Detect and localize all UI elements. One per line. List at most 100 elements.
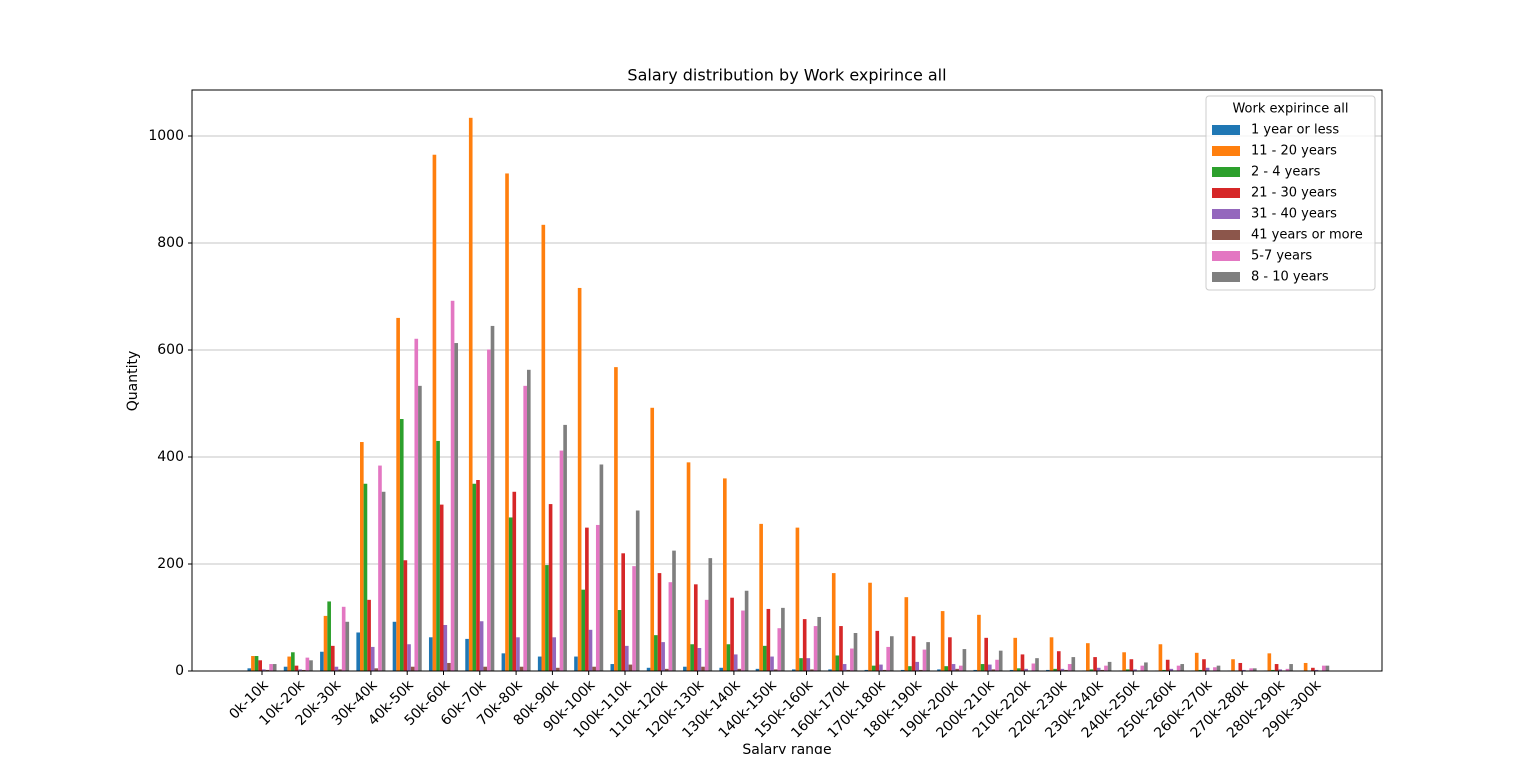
bar <box>418 385 422 671</box>
legend-label: 11 - 20 years <box>1251 144 1337 159</box>
bar <box>1311 667 1315 671</box>
bar <box>770 656 774 671</box>
bar <box>548 504 553 671</box>
bar <box>726 644 731 671</box>
bar <box>341 606 346 671</box>
bar <box>1194 652 1199 671</box>
bar <box>309 660 313 671</box>
bar <box>258 660 262 671</box>
bar <box>868 582 872 671</box>
bar <box>476 480 480 671</box>
legend-swatch <box>1212 251 1240 261</box>
bar <box>1013 637 1018 671</box>
bar <box>773 669 778 671</box>
bar <box>291 652 295 671</box>
legend-box <box>1205 95 1376 291</box>
bar <box>817 616 822 671</box>
bar <box>501 653 506 671</box>
bar <box>904 597 909 671</box>
bar <box>479 621 484 671</box>
bar <box>516 637 520 671</box>
bar <box>559 450 564 671</box>
bar <box>762 645 767 671</box>
bar <box>886 646 890 671</box>
bar <box>882 669 887 671</box>
bar <box>654 635 658 671</box>
bar <box>360 442 364 671</box>
y-tick-label: 1000 <box>148 128 184 144</box>
bar <box>1035 658 1039 671</box>
legend-swatch <box>1212 125 1240 135</box>
bar <box>610 664 615 671</box>
legend-label: 5-7 years <box>1251 249 1312 264</box>
bar <box>1129 659 1134 671</box>
bar <box>632 566 636 671</box>
bar <box>755 668 760 671</box>
legend-title: Work expirince all <box>1232 102 1348 117</box>
legend-swatch <box>1212 167 1240 177</box>
bar <box>428 637 433 671</box>
bar <box>581 589 586 671</box>
bar <box>381 491 386 671</box>
y-tick-label: 200 <box>157 556 184 572</box>
bar <box>345 621 350 671</box>
bar <box>991 669 996 671</box>
bar <box>1046 669 1050 671</box>
bar <box>574 656 578 671</box>
bar <box>378 465 382 671</box>
bar <box>374 668 379 671</box>
bar <box>301 669 306 671</box>
bar <box>320 651 324 671</box>
bar <box>1024 668 1028 671</box>
bar <box>356 632 361 671</box>
bar <box>1202 659 1206 671</box>
bar <box>487 349 491 671</box>
bar <box>443 624 448 671</box>
bar <box>766 608 771 671</box>
bar <box>846 669 851 671</box>
bar <box>595 524 600 671</box>
bar <box>1096 667 1101 671</box>
bar <box>940 611 945 671</box>
bar <box>1169 668 1174 671</box>
bar <box>791 669 796 671</box>
bar <box>962 649 967 671</box>
bar <box>407 644 411 671</box>
bar <box>1071 657 1076 671</box>
bar <box>915 661 920 671</box>
bar <box>719 667 724 671</box>
bar <box>889 636 894 671</box>
bar <box>693 584 698 671</box>
bar <box>922 649 927 671</box>
bar <box>697 647 702 671</box>
bar <box>450 300 455 671</box>
bar <box>1303 662 1308 671</box>
bar <box>519 666 524 671</box>
bar <box>813 626 818 671</box>
bar <box>919 669 923 671</box>
bar <box>842 664 847 671</box>
bar <box>908 666 912 671</box>
bar <box>951 664 956 671</box>
bar <box>1056 651 1061 671</box>
bar <box>599 464 604 671</box>
bar <box>447 662 451 671</box>
bar <box>1267 653 1272 671</box>
bar <box>1252 668 1257 671</box>
bar <box>298 669 302 671</box>
bar <box>984 637 988 671</box>
bar <box>948 637 952 671</box>
bar <box>1064 669 1068 671</box>
bar <box>287 656 292 671</box>
bar <box>1104 665 1108 671</box>
y-axis-label: Quantity <box>125 351 141 412</box>
bar <box>367 599 371 671</box>
bar <box>1009 669 1014 671</box>
y-tick-label: 0 <box>175 663 184 679</box>
bar <box>508 517 513 671</box>
bar <box>472 483 477 671</box>
bar <box>1107 661 1112 671</box>
bar <box>723 478 727 671</box>
bar <box>338 669 342 671</box>
